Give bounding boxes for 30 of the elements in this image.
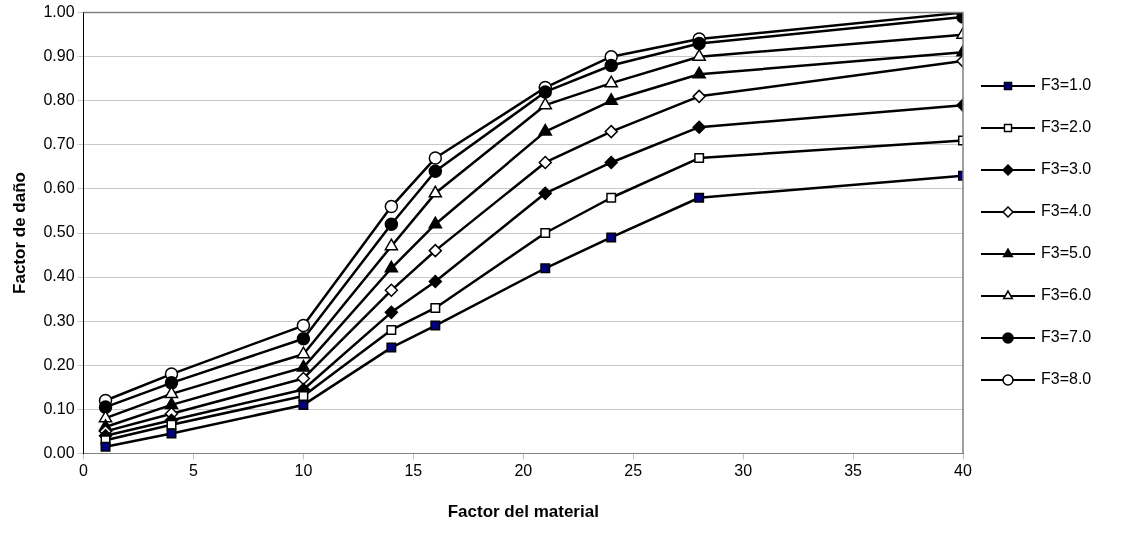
x-tick-label: 20	[514, 462, 533, 480]
legend-label: F3=5.0	[1041, 244, 1092, 262]
y-tick-label: 0.10	[43, 399, 75, 417]
y-tick-label: 0.30	[43, 311, 75, 329]
x-tick-label: 0	[79, 462, 89, 480]
y-tick-label: 0.70	[43, 135, 75, 153]
x-tick-label: 10	[294, 462, 313, 480]
x-tick-label: 40	[954, 462, 972, 480]
y-tick-label: 0.20	[43, 355, 75, 373]
y-tick-label: 0.90	[43, 47, 75, 65]
y-tick-label: 0.60	[43, 179, 75, 197]
x-tick-label: 30	[734, 462, 753, 480]
y-tick-label: 0.80	[43, 91, 75, 109]
x-tick-label: 5	[189, 462, 199, 480]
x-axis-title: Factor del material	[447, 502, 599, 522]
y-tick-label: 0.50	[43, 223, 75, 241]
legend-label: F3=6.0	[1041, 286, 1092, 304]
y-tick-label: 0.00	[43, 443, 75, 461]
x-tick-label: 25	[624, 462, 643, 480]
y-axis-title: Factor de daño	[9, 172, 29, 294]
legend-label: F3=4.0	[1041, 202, 1092, 220]
legend-label: F3=1.0	[1041, 76, 1092, 94]
legend-label: F3=7.0	[1041, 328, 1092, 346]
legend-label: F3=8.0	[1041, 370, 1092, 388]
y-tick-label: 0.40	[43, 267, 75, 285]
legend-label: F3=3.0	[1041, 160, 1092, 178]
legend-label: F3=2.0	[1041, 118, 1092, 136]
y-tick-label: 1.00	[43, 3, 75, 21]
x-tick-label: 15	[404, 462, 423, 480]
x-tick-label: 35	[844, 462, 863, 480]
